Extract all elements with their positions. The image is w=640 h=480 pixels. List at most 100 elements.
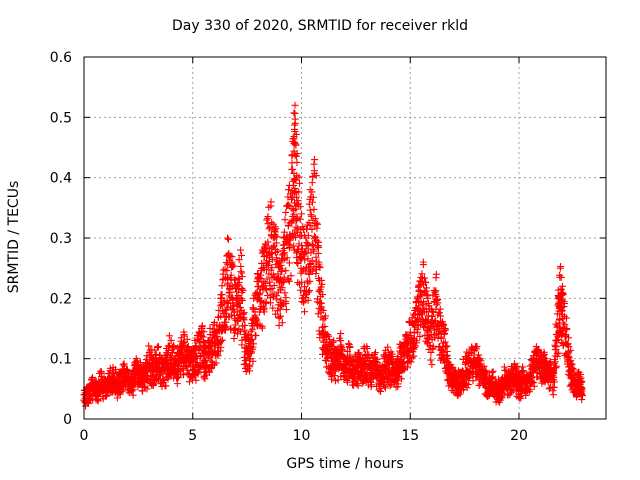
data-point bbox=[184, 343, 192, 351]
data-point bbox=[315, 258, 323, 266]
data-point bbox=[294, 259, 302, 267]
data-point bbox=[129, 391, 137, 399]
data-point bbox=[372, 359, 380, 367]
data-point bbox=[302, 234, 310, 242]
data-point bbox=[428, 361, 436, 369]
data-point bbox=[528, 361, 536, 369]
data-point bbox=[553, 350, 561, 358]
data-point bbox=[380, 355, 388, 363]
data-point bbox=[85, 399, 93, 407]
data-point bbox=[313, 224, 321, 232]
data-point bbox=[235, 256, 243, 264]
data-point bbox=[442, 343, 450, 351]
data-point bbox=[282, 294, 290, 302]
data-points bbox=[80, 101, 586, 410]
data-point bbox=[321, 314, 329, 322]
data-point bbox=[132, 355, 140, 363]
data-point bbox=[241, 331, 249, 339]
data-point bbox=[324, 353, 332, 361]
data-point bbox=[552, 320, 560, 328]
data-point bbox=[537, 349, 545, 357]
data-point bbox=[218, 291, 226, 299]
data-point bbox=[215, 306, 223, 314]
data-point bbox=[277, 261, 285, 269]
data-point bbox=[251, 313, 259, 321]
data-point bbox=[294, 197, 302, 205]
data-point bbox=[306, 261, 314, 269]
data-point bbox=[142, 356, 150, 364]
data-point bbox=[274, 248, 282, 256]
data-point bbox=[551, 358, 559, 366]
data-point bbox=[441, 325, 449, 332]
data-point bbox=[415, 282, 423, 290]
data-point bbox=[203, 362, 211, 370]
data-point bbox=[278, 268, 286, 276]
data-point bbox=[553, 337, 561, 345]
y-tick-label: 0 bbox=[63, 412, 72, 428]
data-point bbox=[238, 285, 246, 293]
data-point bbox=[293, 150, 301, 158]
data-point bbox=[305, 219, 313, 227]
data-point bbox=[304, 296, 312, 304]
data-point bbox=[493, 385, 501, 393]
data-point bbox=[563, 325, 571, 332]
data-point bbox=[565, 343, 573, 351]
data-point bbox=[115, 379, 123, 387]
data-point bbox=[301, 256, 309, 264]
data-point bbox=[291, 121, 299, 129]
data-point bbox=[319, 291, 327, 299]
data-point bbox=[184, 366, 192, 374]
data-point bbox=[170, 342, 178, 350]
data-point bbox=[238, 251, 246, 259]
data-point bbox=[167, 337, 175, 345]
data-point bbox=[271, 228, 279, 236]
data-point bbox=[407, 358, 415, 366]
data-point bbox=[307, 212, 315, 220]
data-point bbox=[545, 385, 553, 393]
data-point bbox=[294, 224, 302, 232]
x-tick-label: 15 bbox=[401, 428, 419, 444]
data-point bbox=[173, 380, 181, 388]
data-point bbox=[306, 206, 314, 214]
data-point bbox=[410, 352, 418, 360]
data-point bbox=[263, 216, 271, 224]
data-point bbox=[173, 374, 181, 382]
data-point bbox=[266, 223, 274, 231]
data-point bbox=[319, 306, 327, 314]
data-point bbox=[291, 127, 299, 135]
data-point bbox=[458, 367, 466, 375]
data-point bbox=[189, 349, 197, 357]
data-point bbox=[240, 316, 248, 324]
data-point bbox=[498, 379, 506, 387]
data-point bbox=[317, 283, 325, 291]
data-point bbox=[258, 324, 266, 332]
data-point bbox=[285, 259, 293, 267]
data-point bbox=[282, 306, 290, 314]
data-point bbox=[312, 172, 320, 180]
data-point bbox=[254, 270, 262, 278]
data-point bbox=[238, 297, 246, 305]
data-point bbox=[290, 109, 298, 117]
data-point bbox=[224, 234, 232, 242]
chart-title: Day 330 of 2020, SRMTID for receiver rkl… bbox=[171, 18, 469, 34]
data-point bbox=[264, 238, 272, 246]
data-point bbox=[158, 355, 166, 363]
data-point bbox=[281, 216, 289, 224]
data-point bbox=[235, 274, 243, 282]
data-point bbox=[354, 382, 362, 390]
data-point bbox=[554, 294, 562, 302]
data-point bbox=[230, 335, 238, 343]
data-point bbox=[419, 258, 427, 266]
data-point bbox=[237, 246, 245, 254]
data-point bbox=[432, 270, 440, 278]
data-point bbox=[578, 385, 586, 393]
data-point bbox=[472, 343, 479, 351]
data-point bbox=[270, 281, 278, 289]
data-point bbox=[84, 385, 92, 393]
data-point bbox=[381, 384, 389, 392]
data-point bbox=[565, 354, 573, 362]
data-point bbox=[434, 299, 442, 307]
data-point bbox=[414, 328, 422, 336]
data-point bbox=[275, 313, 283, 321]
data-point bbox=[284, 186, 292, 194]
